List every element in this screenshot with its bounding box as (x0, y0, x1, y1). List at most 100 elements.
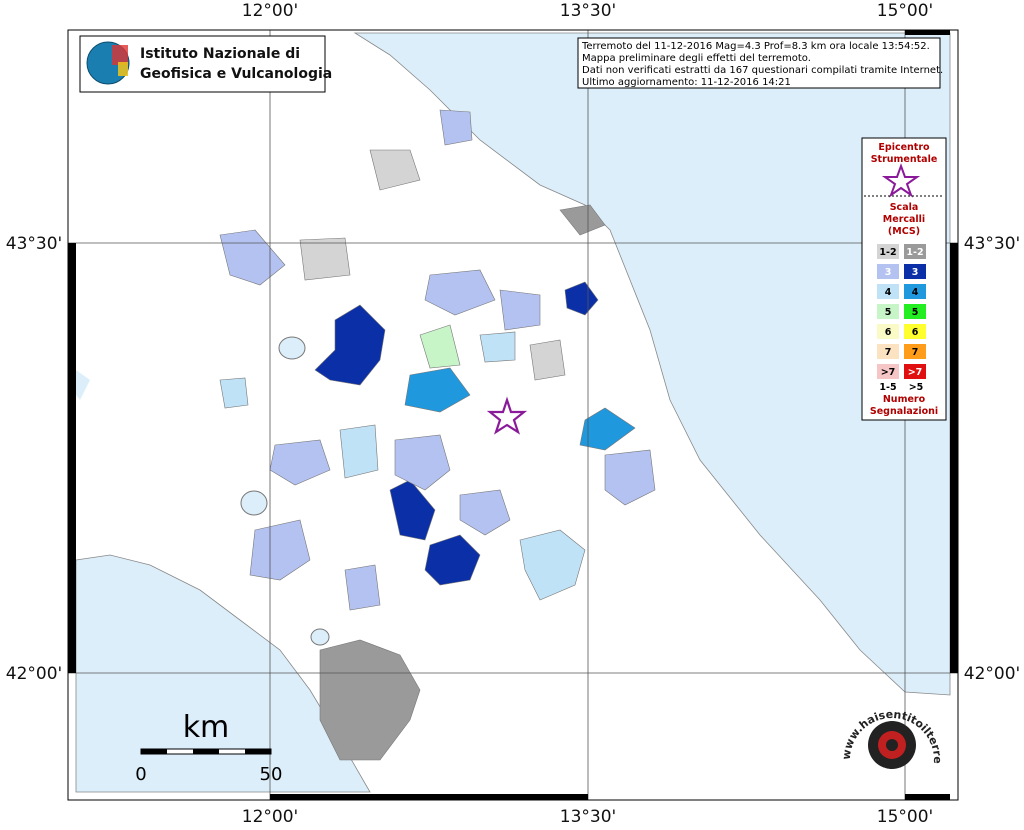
legend-swatch (877, 264, 899, 279)
institute-name: Istituto Nazionale di (140, 46, 300, 62)
count-label: >5 (909, 382, 924, 393)
logo-mark (118, 62, 128, 76)
logo-mark (112, 45, 128, 65)
legend-label: 1-2 (879, 247, 896, 258)
legend-label: 1-2 (906, 247, 923, 258)
legend-swatch (877, 324, 899, 339)
info-box (577, 37, 941, 89)
lon-label: 15°00' (877, 807, 933, 827)
area (299, 237, 351, 281)
info-line: Terremoto del 11-12-2016 Mag=4.3 Prof=8.… (581, 41, 930, 52)
area (439, 109, 473, 146)
legend-label: 7 (912, 347, 919, 358)
legend-label: 4 (912, 287, 919, 298)
scale-unit: km (183, 710, 230, 745)
legend-label: 4 (885, 287, 892, 298)
lat-label: 42°00' (964, 664, 1020, 684)
epicenter (486, 396, 528, 435)
legend-label: >7 (908, 367, 923, 378)
area (604, 449, 656, 506)
area (219, 377, 249, 409)
lon-label: 13°30' (560, 1, 616, 21)
area (529, 339, 566, 381)
area (424, 269, 496, 316)
area (249, 519, 311, 581)
area (459, 489, 511, 536)
legend-label: 5 (885, 307, 892, 318)
legend-swatch (904, 324, 926, 339)
lon-label: 12°00' (242, 807, 298, 827)
legend-title: Strumentale (871, 154, 938, 165)
legend-swatch (877, 284, 899, 299)
frame-bar (950, 243, 958, 673)
site-logo (886, 739, 898, 751)
legend-title: Epicentro (878, 142, 930, 153)
sea (76, 370, 90, 400)
scale-bar-segment (141, 749, 167, 754)
count-label: 1-5 (879, 382, 896, 393)
area (314, 304, 386, 386)
legend: Epicentro Strumentale Scala Mercalli (MC… (861, 137, 947, 421)
lake (278, 336, 306, 360)
legend-swatch (877, 344, 899, 359)
legend-swatch (877, 364, 899, 379)
info-line: Dati non verificati estratti da 167 ques… (582, 65, 943, 76)
area (394, 434, 451, 491)
area (419, 324, 461, 369)
area (559, 204, 606, 236)
scale-bar-segment (245, 749, 271, 754)
legend-swatch (904, 364, 926, 379)
scale-bar-segment (193, 749, 219, 754)
legend-label: 3 (912, 267, 919, 278)
legend-swatch (904, 284, 926, 299)
legend-title: Scala (890, 202, 919, 213)
area (579, 407, 636, 451)
frame-bar (905, 30, 950, 35)
frame-bar (68, 243, 76, 673)
legend-swatch (877, 304, 899, 319)
legend-label: 5 (912, 307, 919, 318)
legend-title: (MCS) (888, 226, 920, 237)
area (319, 639, 421, 761)
legend-epicenter (881, 163, 921, 198)
lat-label: 42°00' (6, 664, 62, 684)
area (389, 479, 436, 541)
scale-label: 50 (260, 764, 283, 785)
lon-label: 12°00' (242, 1, 298, 21)
area (564, 281, 599, 316)
area (499, 289, 541, 331)
legend-swatch (904, 264, 926, 279)
institute-name: Geofisica e Vulcanologia (140, 66, 332, 82)
area (219, 229, 286, 286)
lake (310, 628, 330, 646)
legend-swatch (904, 344, 926, 359)
lake (240, 490, 268, 516)
frame-bar (905, 794, 950, 800)
info-line: Ultimo aggiornamento: 11-12-2016 14:21 (582, 77, 791, 88)
legend-label: 6 (912, 327, 919, 338)
area (404, 367, 471, 413)
legend-swatch (904, 304, 926, 319)
legend-swatch (877, 244, 899, 259)
scale-label: 0 (135, 764, 146, 785)
lat-label: 43°30' (964, 234, 1020, 254)
tyrrhenian-sea (75, 554, 371, 793)
area (479, 331, 516, 363)
area (339, 424, 379, 479)
info-line: Mappa preliminare degli effetti del terr… (582, 53, 811, 64)
frame-bar (270, 794, 588, 800)
area (519, 529, 586, 601)
area (269, 439, 331, 486)
area (424, 534, 481, 586)
area (344, 564, 381, 611)
legend-label: >7 (881, 367, 896, 378)
lon-label: 13°30' (560, 807, 616, 827)
lat-label: 43°30' (6, 234, 62, 254)
intensity-areas (219, 109, 656, 761)
legend-label: 3 (885, 267, 892, 278)
legend-label: 7 (885, 347, 892, 358)
legend-title: Numero (883, 394, 926, 405)
